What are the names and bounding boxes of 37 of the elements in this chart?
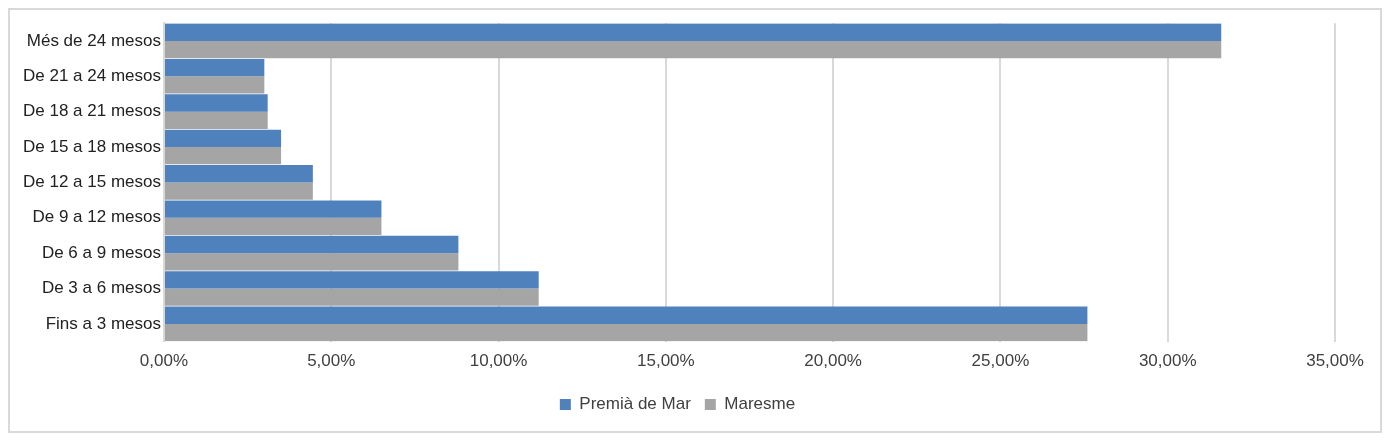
bar <box>164 306 1088 324</box>
bar <box>164 235 459 254</box>
bar <box>164 58 265 77</box>
y-tick-label: De 21 a 24 mesos <box>23 65 161 85</box>
y-tick-label: De 9 a 12 mesos <box>32 207 161 227</box>
legend-label: Maresme <box>724 394 796 414</box>
y-tick-label: De 18 a 21 mesos <box>23 101 161 121</box>
y-tick-label: Fins a 3 mesos <box>45 313 161 333</box>
bar <box>164 200 382 218</box>
bar <box>164 76 265 94</box>
x-tick-label: 35,00% <box>1306 351 1364 371</box>
y-tick-label: Més de 24 mesos <box>26 30 161 50</box>
x-tick-label: 15,00% <box>637 351 695 371</box>
x-tick-label: 10,00% <box>469 351 528 371</box>
bar <box>164 23 1222 41</box>
bar <box>164 288 539 306</box>
y-tick-label: De 12 a 15 mesos <box>23 172 161 192</box>
x-tick-label: 30,00% <box>1138 351 1197 371</box>
bar <box>164 182 313 200</box>
bar <box>164 111 268 129</box>
bar <box>164 217 382 236</box>
bar <box>164 129 282 148</box>
bar <box>164 323 1088 342</box>
x-tick-label: 5,00% <box>307 351 356 371</box>
y-tick-label: De 3 a 6 mesos <box>41 278 161 298</box>
bar <box>164 147 282 165</box>
bar <box>164 165 313 183</box>
x-tick-label: 20,00% <box>804 351 862 371</box>
bar <box>164 253 459 271</box>
x-tick-label: 0,00% <box>139 351 189 371</box>
bar <box>164 271 539 289</box>
y-tick-label: De 6 a 9 mesos <box>41 242 161 262</box>
legend-label: Premià de Mar <box>579 394 692 414</box>
bar <box>164 94 268 112</box>
bar <box>164 40 1222 59</box>
y-tick-label: De 15 a 18 mesos <box>23 136 161 156</box>
x-tick-label: 25,00% <box>971 351 1030 371</box>
